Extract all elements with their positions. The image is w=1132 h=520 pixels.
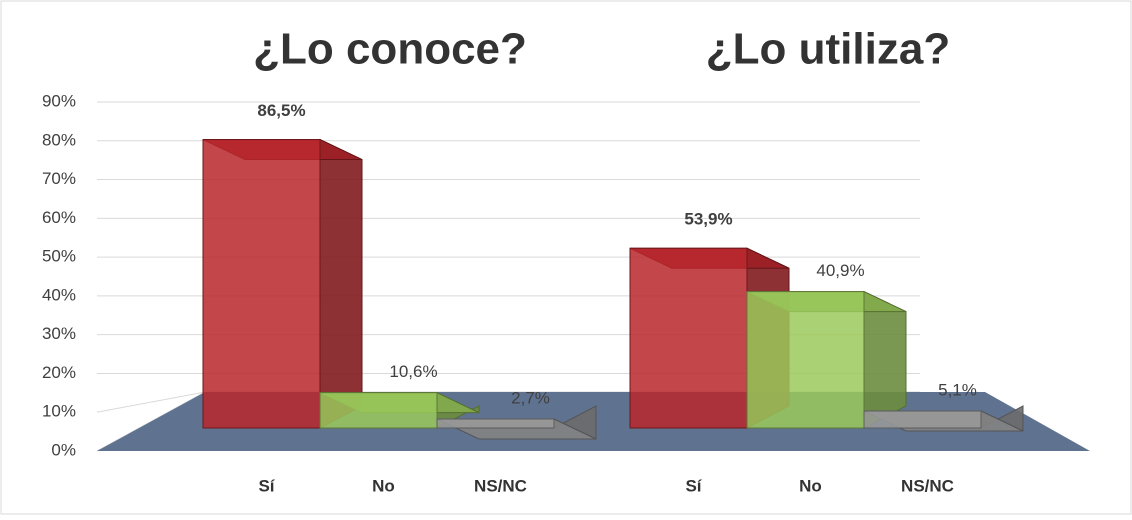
y-tick-label: 70%	[42, 169, 76, 188]
x-tick-label: NS/NC	[474, 476, 527, 495]
y-tick-label: 60%	[42, 208, 76, 227]
value-label: 40,9%	[816, 261, 864, 280]
value-label: 2,7%	[511, 388, 550, 407]
value-label: 53,9%	[684, 210, 732, 229]
value-label: 86,5%	[257, 101, 305, 120]
y-tick-label: 90%	[42, 91, 76, 110]
chart-title: ¿Lo conoce?	[253, 25, 527, 74]
x-tick-label: Sí	[685, 476, 702, 495]
x-tick-label: Sí	[258, 476, 275, 495]
x-tick-label: No	[372, 476, 395, 495]
y-tick-label: 10%	[42, 402, 76, 421]
y-tick-label: 20%	[42, 363, 76, 382]
y-tick-label: 80%	[42, 130, 76, 149]
x-tick-label: NS/NC	[901, 476, 954, 495]
y-tick-label: 40%	[42, 285, 76, 304]
chart-title: ¿Lo utiliza?	[706, 25, 950, 74]
bar-side	[319, 138, 363, 429]
x-tick-label: No	[799, 476, 822, 495]
bar	[202, 139, 321, 429]
value-label: 5,1%	[938, 380, 977, 399]
y-tick-label: 0%	[51, 440, 76, 459]
bar	[319, 392, 438, 429]
bar	[629, 247, 748, 429]
bar	[863, 410, 982, 429]
value-label: 10,6%	[389, 362, 437, 381]
y-tick-label: 50%	[42, 247, 76, 266]
y-tick-label: 30%	[42, 324, 76, 343]
bar	[746, 291, 865, 429]
bar	[436, 418, 555, 429]
